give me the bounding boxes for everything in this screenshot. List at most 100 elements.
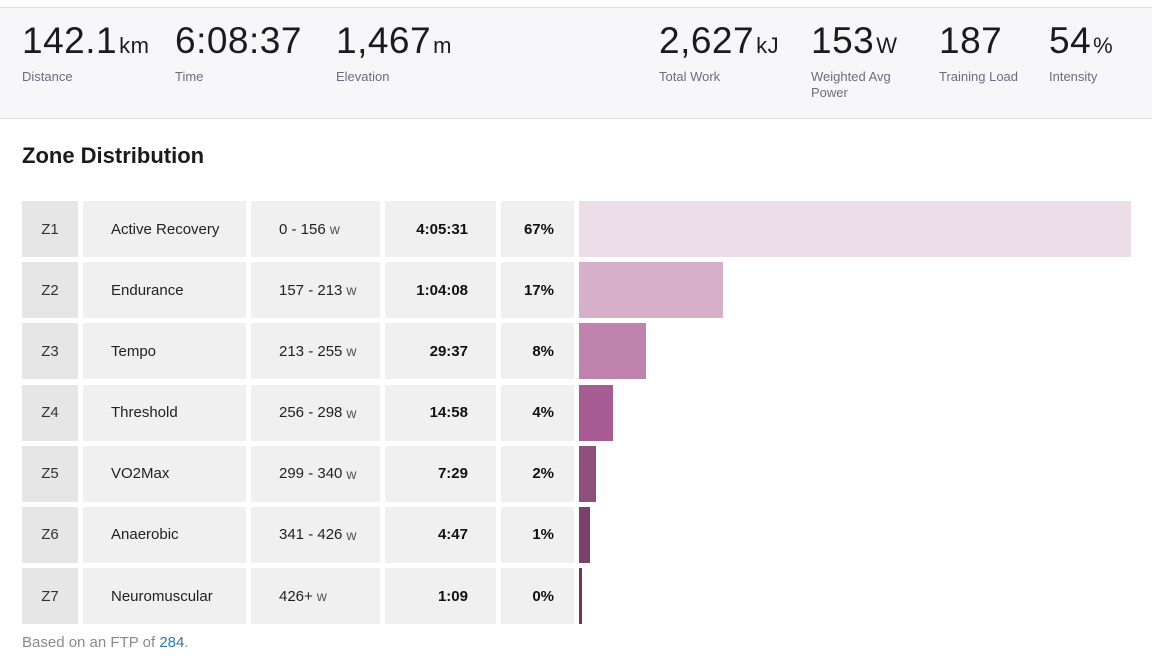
footnote-prefix: Based on an FTP of bbox=[22, 634, 160, 651]
zone-time-text: 29:37 bbox=[429, 342, 468, 360]
stat-value: 6:08:37 bbox=[175, 20, 302, 61]
zone-range-text: 157 - 213 bbox=[279, 281, 343, 299]
zone-bar bbox=[579, 323, 646, 380]
zone-power-range: 256 - 298 w bbox=[251, 384, 380, 441]
stat-weighted-avg-power: 153W Weighted Avg Power bbox=[811, 20, 906, 101]
zone-range-unit: w bbox=[316, 588, 327, 605]
stat-label: Distance bbox=[22, 69, 73, 84]
zone-id-text: Z1 bbox=[41, 220, 59, 238]
zone-time-text: 4:47 bbox=[437, 526, 468, 544]
ftp-link[interactable]: 284 bbox=[159, 634, 185, 651]
zone-percent: 0% bbox=[501, 568, 574, 625]
stat-distance: 142.1km Distance bbox=[22, 20, 149, 85]
zone-id: Z3 bbox=[22, 323, 78, 380]
stat-unit: m bbox=[433, 33, 452, 58]
zone-bar-track bbox=[579, 568, 1132, 625]
zone-percent-text: 67% bbox=[523, 220, 554, 238]
zone-distribution-title: Zone Distribution bbox=[22, 143, 205, 168]
zone-name: Anaerobic bbox=[83, 506, 246, 563]
zone-id: Z4 bbox=[22, 384, 78, 441]
stat-value: 1,467 bbox=[336, 20, 432, 61]
stat-label: Elevation bbox=[336, 69, 390, 84]
zone-percent-text: 0% bbox=[532, 587, 554, 605]
zone-id: Z6 bbox=[22, 506, 78, 563]
zone-name-text: Tempo bbox=[111, 342, 157, 360]
stat-unit: kJ bbox=[756, 33, 780, 58]
zone-name-text: Anaerobic bbox=[111, 526, 179, 544]
zone-row: Z7 Neuromuscular 426+ w 1:09 0% bbox=[22, 568, 1132, 625]
zone-range-text: 299 - 340 bbox=[279, 465, 343, 483]
zone-power-range: 157 - 213 w bbox=[251, 262, 380, 319]
zone-name-text: Threshold bbox=[111, 404, 178, 422]
zone-bar-track bbox=[579, 201, 1132, 257]
zone-range-text: 426+ bbox=[279, 587, 313, 605]
zone-time-text: 14:58 bbox=[429, 404, 468, 422]
zone-row: Z6 Anaerobic 341 - 426 w 4:47 1% bbox=[22, 506, 1132, 563]
zone-name: Tempo bbox=[83, 323, 246, 380]
zone-power-range: 426+ w bbox=[251, 568, 380, 625]
zone-range-unit: w bbox=[346, 343, 357, 360]
zone-range-text: 0 - 156 bbox=[279, 220, 326, 238]
zone-id: Z5 bbox=[22, 445, 78, 502]
zone-percent-text: 17% bbox=[523, 281, 554, 299]
zone-id-text: Z6 bbox=[41, 526, 59, 544]
zone-bar-track bbox=[579, 323, 1132, 380]
zone-time: 29:37 bbox=[385, 323, 496, 380]
zone-percent-text: 8% bbox=[532, 342, 554, 360]
zone-name: Active Recovery bbox=[83, 201, 246, 257]
stat-intensity: 54% Intensity bbox=[1049, 20, 1149, 85]
zone-id: Z7 bbox=[22, 568, 78, 625]
zone-name: Threshold bbox=[83, 384, 246, 441]
zone-bar bbox=[579, 262, 723, 319]
zone-time: 4:47 bbox=[385, 506, 496, 563]
zone-bar-track bbox=[579, 506, 1132, 563]
zone-row: Z1 Active Recovery 0 - 156 w 4:05:31 67% bbox=[22, 201, 1132, 257]
zone-time: 4:05:31 bbox=[385, 201, 496, 257]
stat-elevation: 1,467m Elevation bbox=[336, 20, 452, 85]
stat-value: 54 bbox=[1049, 20, 1092, 61]
stat-label: Weighted Avg Power bbox=[811, 69, 891, 100]
zone-bar bbox=[579, 384, 613, 441]
zone-id-text: Z4 bbox=[41, 404, 59, 422]
stat-unit: % bbox=[1093, 33, 1114, 58]
zone-bar-track bbox=[579, 384, 1132, 441]
zone-row: Z5 VO2Max 299 - 340 w 7:29 2% bbox=[22, 445, 1132, 502]
zone-distribution-table: Z1 Active Recovery 0 - 156 w 4:05:31 67% Z2 End… bbox=[22, 201, 1132, 629]
stat-total-work: 2,627kJ Total Work bbox=[659, 20, 779, 85]
zone-time: 1:09 bbox=[385, 568, 496, 625]
stat-label: Time bbox=[175, 69, 204, 84]
zone-percent: 17% bbox=[501, 262, 574, 319]
zone-range-unit: w bbox=[329, 221, 340, 237]
zone-percent: 1% bbox=[501, 506, 574, 563]
stat-unit: W bbox=[876, 33, 898, 58]
zone-id-text: Z2 bbox=[41, 281, 59, 299]
footnote-suffix: . bbox=[184, 634, 189, 651]
stat-value: 142.1 bbox=[22, 20, 118, 61]
stat-training-load: 187 Training Load bbox=[939, 20, 1039, 85]
stat-label: Total Work bbox=[659, 69, 721, 84]
stat-value: 187 bbox=[939, 20, 1003, 61]
zone-time-text: 1:09 bbox=[437, 587, 468, 605]
zone-row: Z4 Threshold 256 - 298 w 14:58 4% bbox=[22, 384, 1132, 441]
zone-range-unit: w bbox=[346, 404, 357, 421]
zone-bar bbox=[579, 506, 590, 563]
stat-value: 153 bbox=[811, 20, 875, 61]
zone-bar-track bbox=[579, 445, 1132, 502]
zone-row: Z3 Tempo 213 - 255 w 29:37 8% bbox=[22, 323, 1132, 380]
zone-id-text: Z3 bbox=[41, 342, 59, 360]
stat-value: 2,627 bbox=[659, 20, 755, 61]
zone-range-unit: w bbox=[346, 526, 357, 543]
zone-name-text: Endurance bbox=[111, 281, 184, 299]
zone-name-text: VO2Max bbox=[111, 465, 170, 483]
zone-row: Z2 Endurance 157 - 213 w 1:04:08 17% bbox=[22, 262, 1132, 319]
zone-bar-track bbox=[579, 262, 1132, 319]
zone-time: 1:04:08 bbox=[385, 262, 496, 319]
zone-range-text: 213 - 255 bbox=[279, 342, 343, 360]
zone-percent-text: 2% bbox=[532, 465, 554, 483]
zone-percent: 2% bbox=[501, 445, 574, 502]
zone-power-range: 213 - 255 w bbox=[251, 323, 380, 380]
zone-name: Endurance bbox=[83, 262, 246, 319]
zone-name-text: Neuromuscular bbox=[111, 587, 213, 605]
zone-id: Z2 bbox=[22, 262, 78, 319]
zone-id-text: Z7 bbox=[41, 587, 59, 605]
